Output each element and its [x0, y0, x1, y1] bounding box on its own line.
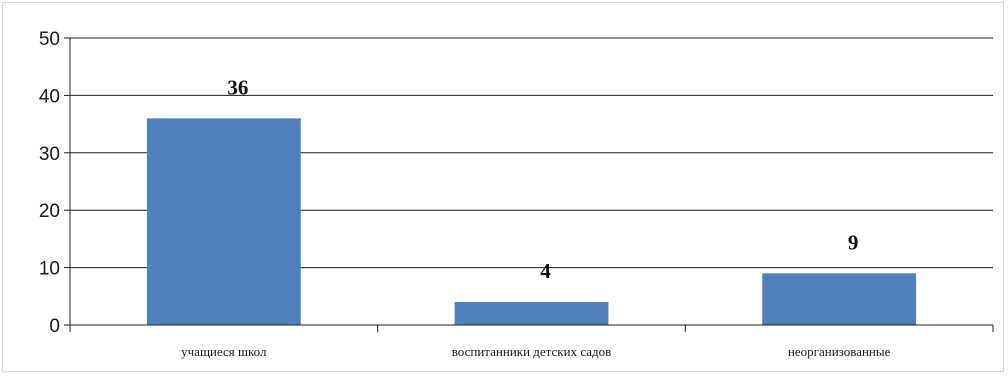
y-tick-label: 50	[39, 29, 60, 50]
bar	[454, 302, 609, 325]
data-label: 9	[848, 230, 859, 254]
data-label: 4	[540, 259, 551, 283]
y-tick-label: 40	[39, 86, 60, 107]
y-tick-label: 0	[49, 316, 60, 337]
x-tick-label: неорганизованные	[788, 344, 891, 359]
y-tick-label: 10	[39, 259, 60, 280]
x-tick-label: воспитанники детских садов	[452, 344, 612, 359]
y-tick-label: 20	[39, 201, 60, 222]
bar	[762, 273, 917, 325]
data-label: 36	[227, 75, 248, 99]
bar	[146, 118, 301, 325]
x-tick-label: учащиеся школ	[181, 344, 267, 359]
y-tick-label: 30	[39, 144, 60, 165]
